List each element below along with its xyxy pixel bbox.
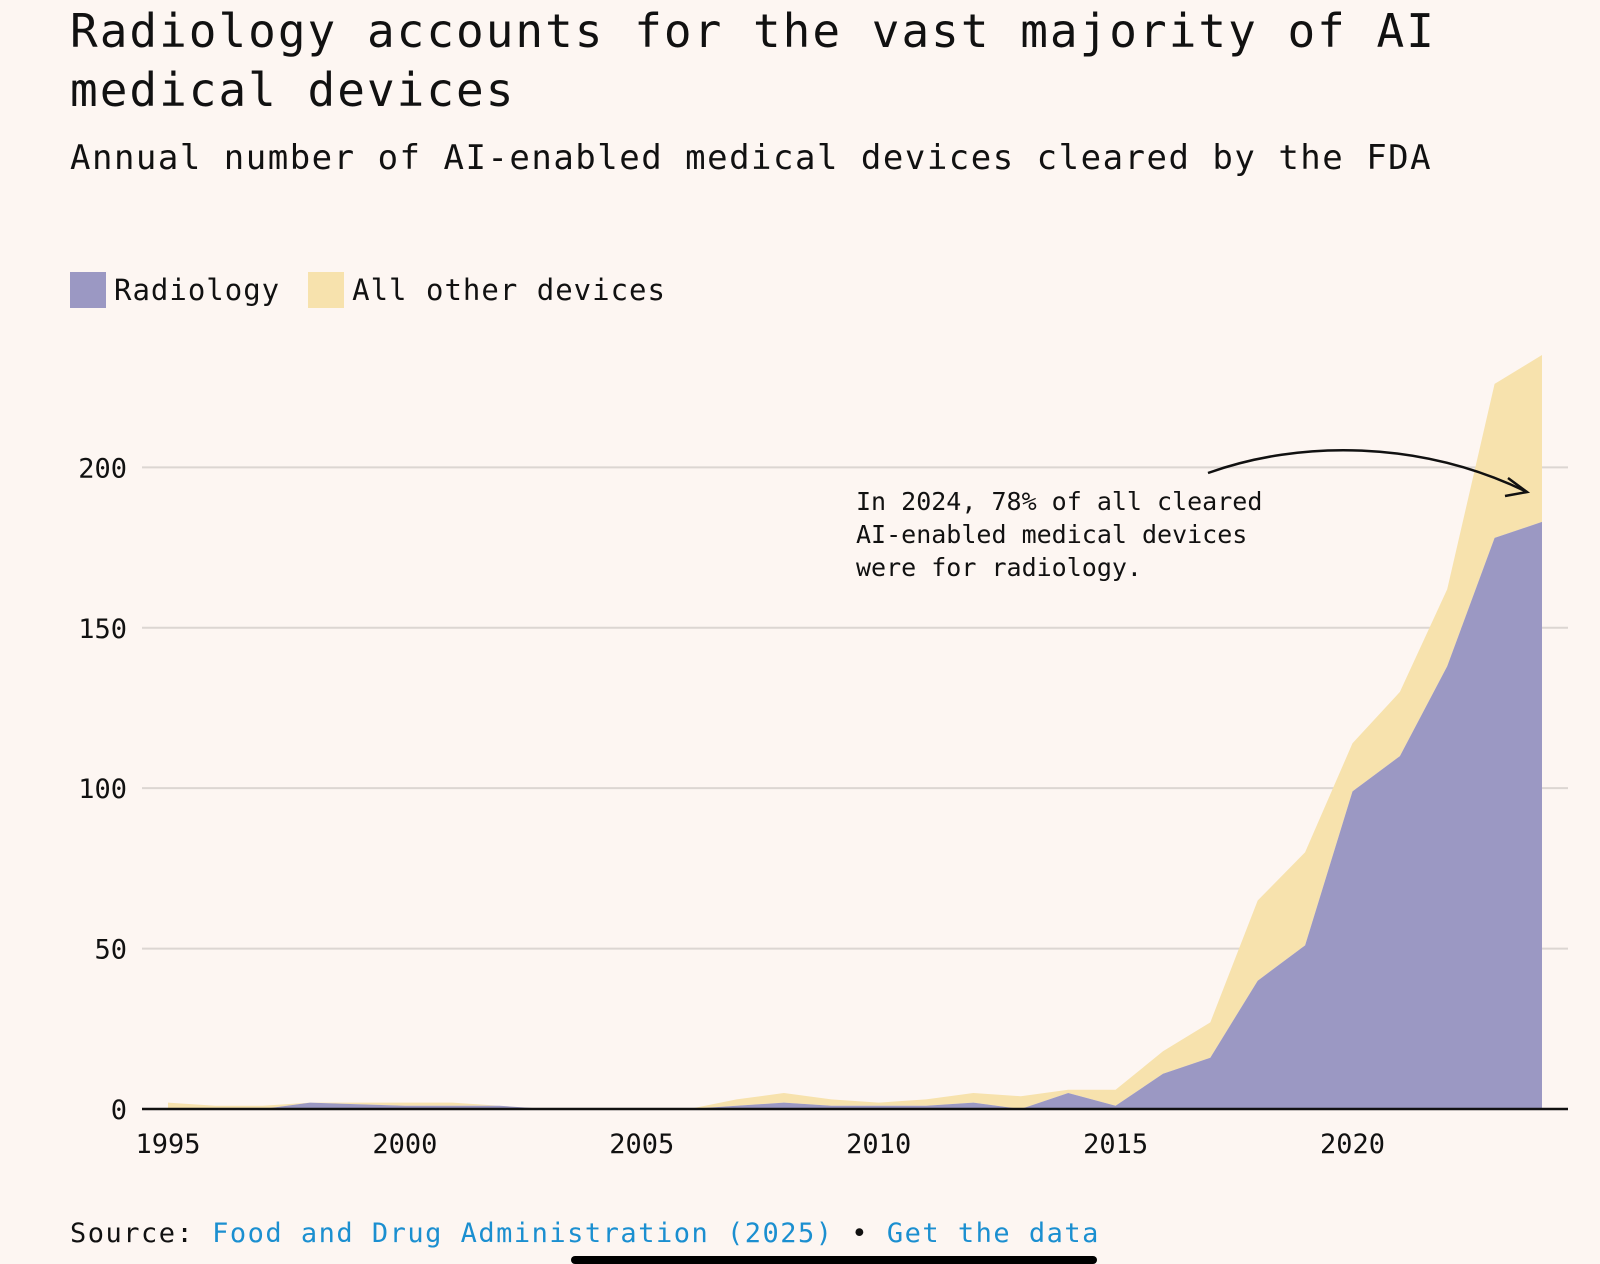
source-line: Source: Food and Drug Administration (20… xyxy=(70,1218,1100,1249)
annotation-line-3: were for radiology. xyxy=(856,553,1142,582)
legend-item-other: All other devices xyxy=(308,272,666,308)
annotation-arrowhead-icon xyxy=(1504,476,1531,498)
chart-title: Radiology accounts for the vast majority… xyxy=(70,4,1436,117)
x-tick-label-2005: 2005 xyxy=(609,1129,674,1160)
x-tick-label-2015: 2015 xyxy=(1083,1129,1148,1160)
y-tick-label-200: 200 xyxy=(78,453,127,484)
legend-swatch-radiology xyxy=(70,272,106,308)
legend-label-other: All other devices xyxy=(352,273,666,307)
y-tick-label-100: 100 xyxy=(78,774,127,805)
annotation-line-1: In 2024, 78% of all cleared xyxy=(856,487,1262,516)
area-series-radiology xyxy=(168,521,1542,1109)
get-data-link[interactable]: Get the data xyxy=(886,1218,1100,1249)
legend-label-radiology: Radiology xyxy=(114,273,281,307)
y-tick-label-150: 150 xyxy=(78,614,127,645)
x-tick-label-2000: 2000 xyxy=(372,1129,437,1160)
area-layer xyxy=(168,355,1542,1109)
source-separator: • xyxy=(851,1218,870,1249)
legend-item-radiology: Radiology xyxy=(70,272,280,308)
y-tick-label-50: 50 xyxy=(94,935,127,966)
source-prefix: Source: xyxy=(70,1218,195,1249)
legend-swatch-other xyxy=(308,272,345,308)
chart-subtitle: Annual number of AI-enabled medical devi… xyxy=(70,138,1433,178)
annotation: In 2024, 78% of all cleared AI-enabled m… xyxy=(856,449,1531,582)
legend: Radiology All other devices xyxy=(70,272,694,308)
annotation-line-2: AI-enabled medical devices xyxy=(856,520,1247,549)
home-indicator xyxy=(571,1256,1097,1264)
source-link[interactable]: Food and Drug Administration (2025) xyxy=(212,1218,834,1249)
annotation-arrow xyxy=(1207,449,1528,494)
axes: 0 50 100 150 200 1995 2000 2005 2010 2015 2020 xyxy=(78,453,1568,1160)
x-tick-label-2020: 2020 xyxy=(1320,1129,1385,1160)
y-tick-label-0: 0 xyxy=(111,1095,127,1126)
x-tick-label-2010: 2010 xyxy=(846,1129,911,1160)
x-tick-label-1995: 1995 xyxy=(135,1129,200,1160)
